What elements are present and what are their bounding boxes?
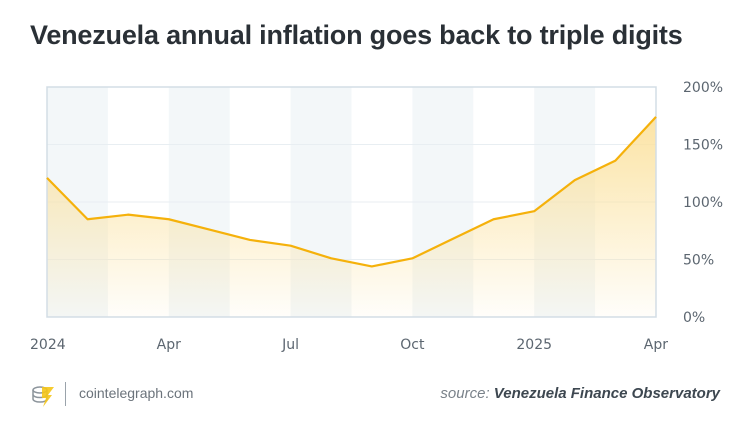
area-fill xyxy=(47,116,656,318)
source-credit: source: Venezuela Finance Observatory xyxy=(440,385,720,402)
y-tick-label: 150% xyxy=(683,138,723,154)
y-tick-label: 50% xyxy=(683,253,714,269)
x-tick-label: 2025 xyxy=(516,337,552,353)
series-line xyxy=(46,116,657,268)
source-name: Venezuela Finance Observatory xyxy=(493,385,720,402)
y-tick-label: 200% xyxy=(683,80,723,96)
chart: 0% 50% 100% 150% 200% 2024 Apr Jul Oct 2025 Apr xyxy=(30,80,723,353)
footer-divider xyxy=(65,382,66,406)
x-tick-label: Apr xyxy=(157,337,181,353)
cointelegraph-logo-icon xyxy=(32,386,54,407)
y-tick-label: 100% xyxy=(683,195,723,211)
site-link[interactable]: cointelegraph.com xyxy=(79,385,194,401)
x-tick-label: Jul xyxy=(281,337,299,353)
source-prefix: source: xyxy=(440,385,490,402)
x-tick-label: 2024 xyxy=(30,337,66,353)
plot-frame xyxy=(46,86,657,318)
x-tick-label: Apr xyxy=(644,337,668,353)
chart-title: Venezuela annual inflation goes back to … xyxy=(30,20,683,50)
y-tick-label: 0% xyxy=(683,310,705,326)
x-tick-label: Oct xyxy=(400,337,425,353)
